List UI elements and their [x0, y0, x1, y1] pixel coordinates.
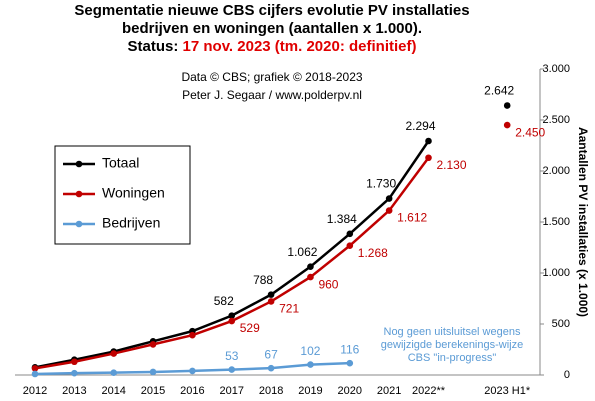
data-point: [31, 365, 39, 372]
x-tick-label: 2014: [101, 385, 125, 397]
data-label: 1.268: [358, 246, 388, 260]
chart-title: bedrijven en woningen (aantallen x 1.000…: [122, 20, 422, 37]
data-point: [110, 369, 117, 376]
annotation: gewijzigde berekenings-wijze: [381, 339, 523, 351]
data-point: [307, 273, 314, 281]
annotation: Nog geen uitsluitsel wegens: [384, 326, 521, 338]
chart-status: Status: 17 nov. 2023 (tm. 2020: definiti…: [128, 38, 417, 55]
data-point: [425, 154, 432, 162]
y-axis-title: Aantallen PV installaties (x 1.000): [576, 127, 590, 317]
y-tick-label: 500: [552, 318, 570, 330]
data-label: 529: [240, 321, 260, 335]
y-tick-label: 3.000: [542, 63, 570, 75]
x-tick-label: 2017: [220, 385, 244, 397]
data-point: [267, 364, 275, 372]
data-point: [385, 207, 393, 214]
data-label: 788: [253, 273, 273, 287]
data-label: 960: [318, 277, 338, 291]
legend-marker: [75, 160, 83, 168]
status-label: Status:: [128, 38, 179, 55]
y-tick-label: 2.000: [542, 165, 570, 177]
y-tick-label: 1.500: [542, 216, 570, 228]
legend-label: Woningen: [102, 185, 165, 201]
x-tick-label: 2012: [23, 385, 47, 397]
data-point: [31, 370, 39, 378]
data-point: [503, 102, 511, 109]
data-label: 582: [214, 294, 234, 308]
data-point: [307, 263, 314, 270]
y-tick-label: 0: [564, 369, 570, 381]
data-label: 53: [225, 349, 239, 363]
subtitle: Data © CBS; grafiek © 2018-2023: [181, 70, 362, 84]
data-label: 1.384: [327, 212, 357, 226]
data-point: [385, 195, 393, 202]
data-point: [425, 137, 432, 145]
x-tick-label: 2018: [259, 385, 283, 397]
data-point: [228, 366, 236, 373]
annotation: CBS "in-progress": [408, 352, 497, 364]
status: 17 nov. 2023 (tm. 2020: definitief): [183, 38, 417, 55]
x-tick-label: 2020: [338, 385, 362, 397]
data-point: [189, 331, 196, 339]
subtitle: Peter J. Segaar / www.polderpv.nl: [182, 88, 362, 102]
chart-title: Segmentatie nieuwe CBS cijfers evolutie …: [74, 2, 469, 19]
data-point: [189, 367, 196, 375]
x-tick-label: 2013: [62, 385, 86, 397]
data-point: [228, 312, 236, 319]
data-label: 102: [300, 344, 320, 358]
y-tick-label: 1.000: [542, 267, 570, 279]
data-point: [267, 291, 275, 298]
data-point: [267, 298, 275, 305]
x-tick-label: 2016: [180, 385, 204, 397]
data-label: 1.730: [366, 177, 396, 191]
data-label: 2.130: [437, 158, 467, 172]
data-label: 2.294: [405, 119, 435, 133]
data-label: 2.642: [484, 84, 514, 98]
data-point: [346, 359, 354, 367]
data-label: 67: [264, 347, 278, 361]
data-point: [228, 317, 236, 325]
x-tick-label: 2015: [141, 385, 165, 397]
legend-label: Bedrijven: [102, 215, 160, 231]
data-point: [346, 242, 354, 249]
data-point: [307, 361, 314, 368]
x-tick-label: 2019: [298, 385, 322, 397]
data-point: [71, 369, 78, 377]
data-label: 116: [340, 342, 359, 356]
x-tick-label: 2023 H1*: [484, 385, 531, 397]
legend-marker: [75, 220, 83, 228]
legend-marker: [75, 190, 83, 198]
data-label: 2.450: [515, 125, 545, 139]
data-label: 1.062: [287, 245, 317, 259]
data-point: [71, 358, 78, 366]
data-point: [149, 368, 157, 376]
legend-label: Totaal: [102, 155, 139, 171]
x-tick-label: 2022**: [412, 385, 446, 397]
x-tick-label: 2021: [377, 385, 401, 397]
data-point: [110, 350, 117, 357]
data-point: [503, 121, 511, 129]
data-point: [346, 230, 354, 238]
data-label: 1.612: [397, 211, 427, 225]
data-label: 721: [279, 302, 299, 316]
y-tick-label: 2.500: [542, 114, 570, 126]
data-point: [149, 341, 157, 348]
